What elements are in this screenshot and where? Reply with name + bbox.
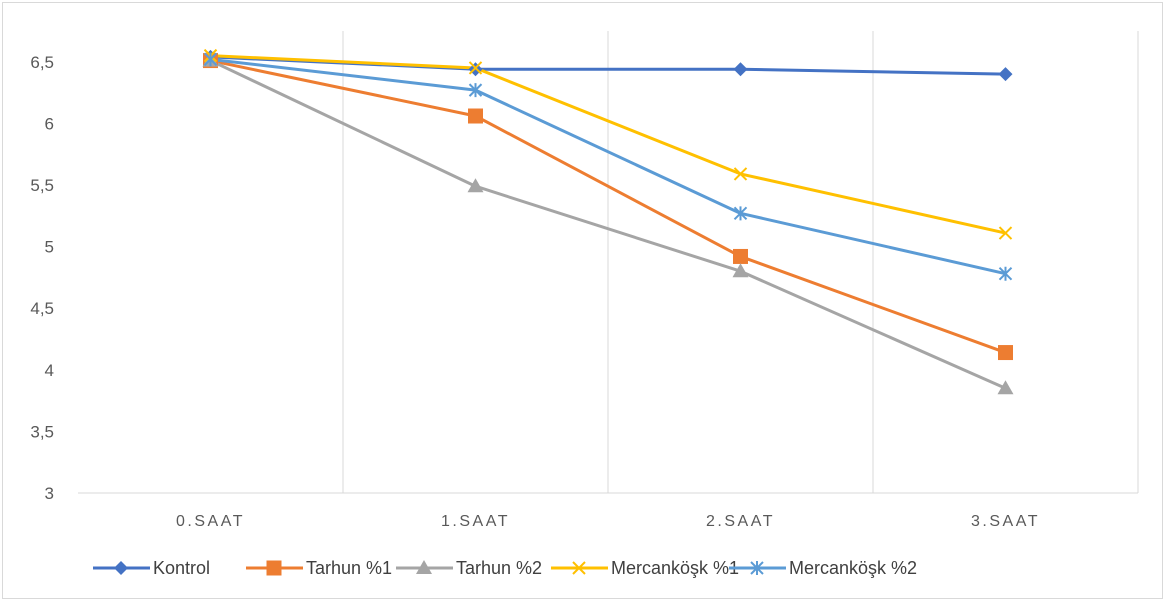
data-point [468,61,483,75]
data-point [733,167,748,181]
data-point [733,206,748,221]
line-chart: 3 3,5 4 4,5 5 5,5 6 6,5 0.SAAT 1.SAAT 2.SAAT 3.SAAT… [30,31,1139,578]
series-line [209,59,1007,390]
data-point [998,226,1013,240]
legend-label: Tarhun %2 [456,558,542,578]
data-point [468,83,483,98]
legend-marker [114,561,128,575]
series-line [210,57,1006,276]
y-tick-label: 4 [45,361,54,380]
data-point [733,62,748,77]
data-point [733,248,748,264]
data-point [998,266,1013,281]
y-tick-label: 6 [45,114,54,133]
legend-marker [572,561,586,575]
data-point [998,345,1013,361]
x-tick-label: 3.SAAT [971,513,1040,530]
data-point [203,52,218,67]
legend-label: Tarhun %1 [306,558,392,578]
y-tick-label: 3,5 [30,422,54,441]
legend-marker [416,560,432,574]
legend-label: Kontrol [153,558,210,578]
series-line [210,59,1007,354]
y-tick-label: 5 [45,238,54,257]
legend-label: Mercanköşk %2 [789,558,917,578]
data-point [468,108,483,124]
x-tick-label: 0.SAAT [176,513,245,530]
data-point [467,178,484,193]
legend-marker [266,560,282,576]
y-tick-label: 5,5 [30,176,54,195]
legend-label: Mercanköşk %1 [611,558,739,578]
legend-marker [750,561,764,575]
y-tick-label: 6,5 [30,53,54,72]
data-point [732,263,749,278]
data-point [998,67,1013,82]
series-line [210,54,1006,235]
y-tick-label: 4,5 [30,299,54,318]
data-point [997,380,1014,395]
x-tick-label: 1.SAAT [441,513,510,530]
x-tick-label: 2.SAAT [706,513,775,530]
y-tick-label: 3 [45,484,54,503]
